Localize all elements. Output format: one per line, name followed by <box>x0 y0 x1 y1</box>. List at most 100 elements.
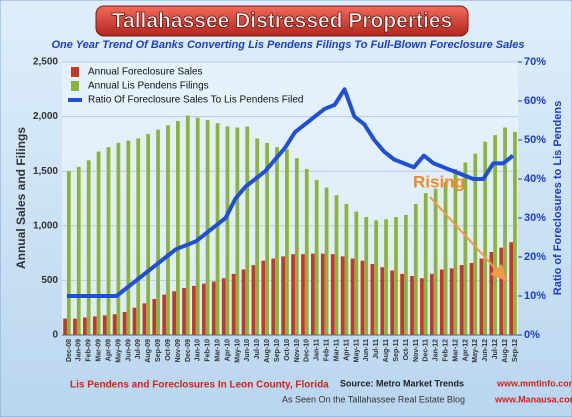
y2-tick-label: 40% <box>524 173 546 185</box>
bar <box>73 318 77 335</box>
x-tick-label: Mar-12 <box>452 339 459 362</box>
bar <box>221 278 226 335</box>
seen-url: www.Manausa.com <box>494 394 572 404</box>
x-tick-label: Oct-09 <box>165 339 172 361</box>
y-tick-label: 2,000 <box>33 111 58 122</box>
x-tick-label: May-12 <box>472 339 479 363</box>
bar <box>503 127 507 336</box>
bar <box>271 258 276 335</box>
x-tick-label: Feb-11 <box>324 339 331 361</box>
bar <box>166 125 170 335</box>
x-tick-label: Feb-10 <box>205 339 212 362</box>
bar <box>499 247 504 335</box>
x-tick-label: Dec-08 <box>66 339 73 362</box>
bar <box>364 217 369 335</box>
x-tick-label: Feb-12 <box>442 339 449 362</box>
source: Source: Metro Market Trends <box>340 378 464 388</box>
x-tick-label: Sep-12 <box>512 339 519 362</box>
y2-tick-label: 70% <box>524 56 546 68</box>
bar <box>156 129 160 335</box>
bar <box>112 314 117 335</box>
legend-swatch <box>71 67 79 77</box>
y-axis-label: Annual Sales and Filings <box>14 127 28 269</box>
bar <box>245 126 250 335</box>
bar <box>443 182 448 335</box>
x-tick-label: Mar-09 <box>96 339 103 362</box>
bar <box>459 265 464 335</box>
bar <box>146 134 151 335</box>
bar <box>225 126 230 335</box>
bar <box>172 291 176 335</box>
y-tick-label: 1,000 <box>33 220 58 231</box>
bar <box>291 254 295 335</box>
bar <box>116 142 121 335</box>
bar <box>344 203 349 335</box>
x-tick-label: Sep-09 <box>155 339 162 362</box>
bar <box>354 211 359 335</box>
x-tick-label: Nov-11 <box>413 339 420 362</box>
bar <box>275 147 279 335</box>
bar <box>420 278 424 335</box>
bar <box>241 269 246 335</box>
bar <box>102 315 107 335</box>
x-tick-label: Nov-10 <box>294 339 301 362</box>
x-tick-label: Jul-10 <box>254 339 261 359</box>
legend-swatch <box>71 81 79 91</box>
bar <box>152 298 157 335</box>
x-tick-label: Jun-11 <box>363 339 370 361</box>
bar <box>304 169 309 335</box>
x-tick-label: Aug-09 <box>145 339 152 363</box>
bar <box>261 260 266 335</box>
title-box <box>95 5 469 37</box>
bar <box>330 254 335 335</box>
x-tick-label: May-10 <box>234 339 241 363</box>
bar <box>453 169 458 335</box>
bar <box>423 193 428 335</box>
bar <box>96 151 101 335</box>
bar <box>76 166 81 335</box>
y-tick-label: 2,500 <box>33 57 58 68</box>
bar <box>294 158 299 335</box>
bar <box>192 285 196 335</box>
bar <box>162 294 167 335</box>
x-tick-label: Jan-11 <box>314 339 321 361</box>
source-url: www.mmtinfo.com <box>496 378 572 388</box>
footer-left: Lis Pendens and Foreclosures In Leon Cou… <box>70 380 329 391</box>
bar <box>182 288 186 335</box>
annotation-arrow <box>429 196 507 281</box>
x-tick-label: Jan-09 <box>76 339 83 361</box>
bar <box>251 265 256 335</box>
bar <box>255 138 260 335</box>
bar <box>176 120 180 335</box>
x-tick-label: May-09 <box>115 339 122 363</box>
x-tick-label: Apr-11 <box>343 339 350 361</box>
bar <box>265 142 269 335</box>
x-tick-label: Dec-11 <box>423 339 430 362</box>
bar <box>479 258 484 335</box>
bar <box>483 141 488 335</box>
x-tick-label: Jul-09 <box>135 339 142 359</box>
bar <box>324 187 329 335</box>
bar <box>201 283 206 335</box>
bar <box>205 119 210 335</box>
bar <box>320 253 325 335</box>
x-tick-label: Oct-10 <box>284 339 291 361</box>
bar <box>185 115 190 336</box>
bar <box>394 217 398 335</box>
y2-tick-label: 60% <box>524 95 546 107</box>
x-tick-label: Dec-10 <box>304 339 311 362</box>
x-tick-label: May-11 <box>353 339 360 362</box>
x-tick-label: Jul-12 <box>492 339 499 359</box>
bar <box>132 307 137 335</box>
bar <box>211 281 216 335</box>
x-tick-label: Oct-11 <box>403 339 410 361</box>
bar <box>142 303 147 335</box>
bar <box>350 258 355 335</box>
bar <box>136 138 141 335</box>
bar <box>404 214 408 335</box>
bar <box>195 117 200 335</box>
x-tick-label: Feb-09 <box>86 339 93 362</box>
x-tick-label: Nov-09 <box>175 339 182 362</box>
y2-tick-label: 50% <box>524 134 546 146</box>
